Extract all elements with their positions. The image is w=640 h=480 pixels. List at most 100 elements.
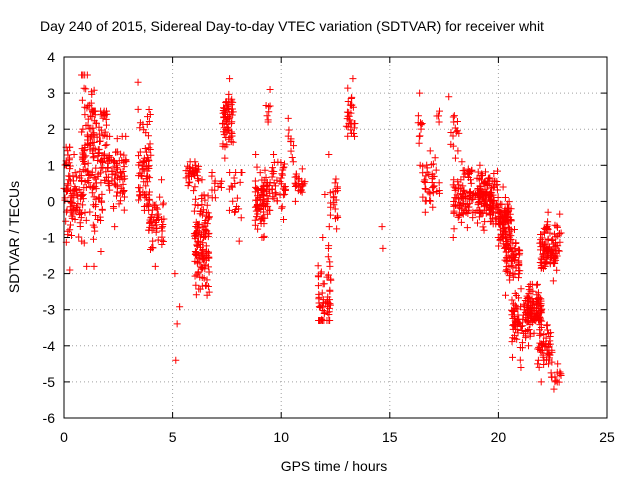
data-point	[325, 304, 333, 312]
data-point	[191, 201, 199, 209]
data-point	[237, 169, 245, 177]
data-point	[151, 262, 159, 270]
data-point	[541, 342, 549, 350]
data-point	[88, 189, 96, 197]
data-point	[117, 150, 125, 158]
data-point	[317, 270, 325, 278]
data-point	[104, 179, 112, 187]
data-point	[462, 202, 470, 210]
data-point	[281, 187, 289, 195]
data-point	[314, 282, 322, 290]
data-point	[225, 206, 233, 214]
data-point	[99, 112, 107, 120]
data-point	[379, 244, 387, 252]
data-point	[145, 144, 153, 152]
data-point	[256, 215, 264, 223]
data-point	[265, 108, 273, 116]
data-point	[146, 111, 154, 119]
data-point	[511, 245, 519, 253]
data-point	[66, 266, 74, 274]
y-tick-label: -3	[43, 302, 56, 318]
data-point	[82, 216, 90, 224]
data-point	[270, 150, 278, 158]
data-point	[74, 200, 82, 208]
data-point	[284, 114, 292, 122]
data-point	[192, 230, 200, 238]
data-point	[85, 172, 93, 180]
data-point	[118, 132, 126, 140]
data-point	[314, 262, 322, 270]
data-point	[148, 226, 156, 234]
data-point	[79, 149, 87, 157]
data-point	[109, 203, 117, 211]
data-point	[543, 223, 551, 231]
data-point	[317, 268, 325, 276]
data-point	[80, 84, 88, 92]
data-point	[61, 194, 69, 202]
data-point	[457, 176, 465, 184]
data-point	[554, 242, 562, 250]
data-point	[136, 148, 144, 156]
data-point	[547, 373, 555, 381]
data-point	[430, 183, 438, 191]
data-point	[542, 224, 550, 232]
data-point	[453, 191, 461, 199]
data-point	[83, 104, 91, 112]
data-point	[281, 160, 289, 168]
data-point	[142, 182, 150, 190]
data-point	[199, 252, 207, 260]
data-point	[506, 228, 514, 236]
data-point	[551, 378, 559, 386]
data-point	[102, 107, 110, 115]
data-point	[159, 221, 167, 229]
data-point	[263, 210, 271, 218]
data-point	[272, 190, 280, 198]
data-point	[542, 334, 550, 342]
data-point	[447, 140, 455, 148]
data-point	[516, 356, 524, 364]
data-point	[228, 183, 236, 191]
data-point	[82, 85, 90, 93]
data-point	[466, 192, 474, 200]
data-point	[416, 89, 424, 97]
data-point	[106, 132, 114, 140]
data-point	[185, 179, 193, 187]
data-point	[79, 151, 87, 159]
data-point	[195, 177, 203, 185]
data-point	[264, 202, 272, 210]
data-point	[480, 179, 488, 187]
y-tick-label: 3	[47, 85, 55, 101]
data-point	[219, 142, 227, 150]
data-point	[68, 231, 76, 239]
data-points	[60, 71, 565, 393]
data-point	[484, 181, 492, 189]
data-point	[89, 124, 97, 132]
data-point	[251, 221, 259, 229]
data-point	[270, 168, 278, 176]
data-point	[140, 190, 148, 198]
data-point	[474, 186, 482, 194]
data-point	[227, 132, 235, 140]
data-point	[431, 154, 439, 162]
data-point	[203, 220, 211, 228]
data-point	[436, 107, 444, 115]
data-point	[195, 162, 203, 170]
data-point	[458, 158, 466, 166]
data-point	[450, 207, 458, 215]
data-point	[185, 164, 193, 172]
data-point	[86, 112, 94, 120]
data-point	[203, 276, 211, 284]
data-point	[346, 116, 354, 124]
data-point	[418, 119, 426, 127]
data-point	[231, 180, 239, 188]
data-point	[201, 225, 209, 233]
data-point	[262, 174, 270, 182]
data-point	[517, 285, 525, 293]
y-tick-label: 0	[47, 193, 55, 209]
data-point	[89, 221, 97, 229]
data-point	[554, 360, 562, 368]
data-point	[450, 112, 458, 120]
data-point	[271, 182, 279, 190]
data-point	[324, 253, 332, 261]
data-point	[542, 356, 550, 364]
